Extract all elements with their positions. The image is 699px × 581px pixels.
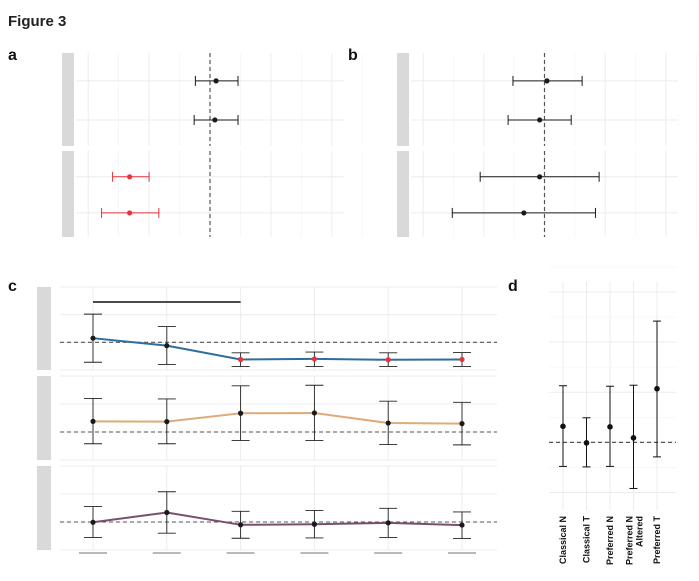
x-tick-label: Classical N (558, 516, 568, 564)
series-line (92, 337, 463, 361)
data-point (311, 410, 317, 416)
x-tick-label-line: Preferred N (605, 516, 615, 565)
data-point (238, 356, 244, 363)
panel-letter: a (8, 47, 17, 64)
data-point (459, 421, 465, 427)
panel-a: a (8, 47, 363, 237)
panel-c: c (8, 278, 497, 554)
point-estimate (630, 435, 637, 441)
point-estimate (537, 174, 543, 180)
data-point (385, 520, 391, 526)
point-estimate (212, 117, 218, 123)
data-point (385, 420, 391, 426)
data-point (385, 357, 391, 363)
data-point (238, 522, 244, 528)
x-tick-label: Preferred NAltered (625, 516, 645, 565)
point-estimate (654, 385, 660, 392)
data-point (238, 410, 244, 416)
data-point (164, 343, 170, 349)
x-tick-label-line: Preferred T (652, 516, 662, 565)
x-tick-label: Preferred N (605, 516, 615, 565)
x-tick-label: Preferred T (652, 516, 662, 565)
panel-letter: b (348, 47, 358, 64)
point-estimate (521, 210, 527, 216)
series-line (92, 411, 463, 425)
data-point (459, 356, 465, 363)
data-point (164, 419, 170, 425)
x-tick-label-line: Classical N (558, 516, 568, 564)
facet-strip (37, 287, 51, 370)
data-point (164, 509, 170, 516)
facet-strip (397, 151, 409, 237)
series-line (92, 511, 463, 527)
data-point (311, 521, 317, 527)
panel-letter: d (508, 278, 518, 295)
facet-strip (62, 53, 74, 146)
figure-title: Figure 3 (8, 13, 66, 30)
facet-strip (37, 376, 51, 460)
data-point (90, 335, 96, 341)
data-point (459, 522, 465, 528)
facet-strip (397, 53, 409, 146)
x-tick-label-line: Preferred N (625, 516, 635, 565)
data-point (311, 356, 317, 362)
x-tick-label: Classical T (582, 516, 592, 564)
point-estimate (127, 174, 133, 180)
facet-strip (37, 466, 51, 550)
panel-letter: c (8, 278, 17, 295)
data-point (90, 418, 96, 424)
point-estimate (607, 424, 613, 430)
x-tick-label-line: Altered (635, 516, 645, 547)
x-tick-label-line: Classical T (582, 516, 592, 564)
point-estimate (544, 78, 550, 84)
point-estimate (560, 423, 566, 430)
data-point (90, 519, 96, 525)
point-estimate (537, 117, 543, 123)
point-estimate (127, 210, 133, 216)
panel-b: b (348, 47, 697, 237)
point-estimate (213, 78, 219, 84)
facet-strip (62, 151, 74, 237)
point-estimate (583, 440, 590, 446)
